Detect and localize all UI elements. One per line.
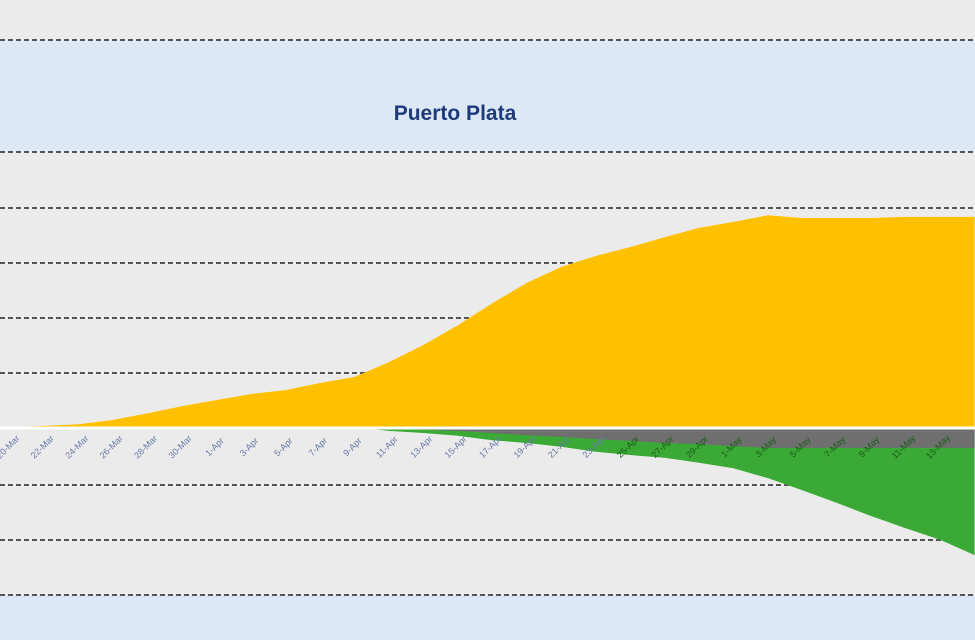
chart-title: Puerto Plata [393,102,517,125]
plot-background-top [0,0,975,40]
yellow-area [10,215,975,427]
green-area [10,427,975,556]
gray-area [10,427,975,448]
